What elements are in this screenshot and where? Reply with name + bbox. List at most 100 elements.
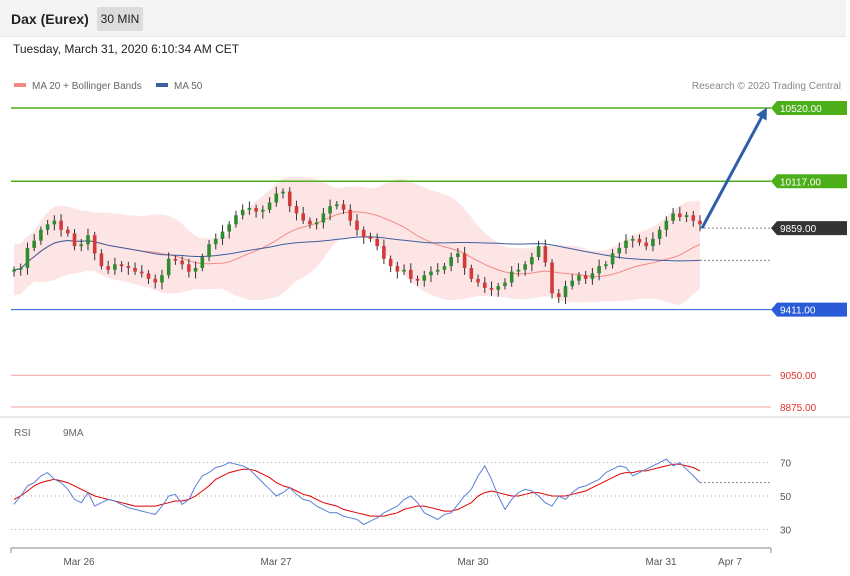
candle-body — [119, 264, 124, 267]
candle-body — [193, 267, 198, 272]
candle-body — [79, 244, 84, 247]
candle-body — [624, 240, 628, 248]
candle-body — [476, 278, 480, 283]
candle-body — [200, 257, 205, 268]
candle-body — [630, 238, 635, 241]
candle-body — [72, 233, 77, 247]
target-arrow-line — [700, 110, 767, 229]
bollinger-band — [14, 177, 700, 305]
candle-body — [503, 282, 507, 287]
level-tag-2 — [771, 221, 847, 236]
candle-body — [482, 282, 487, 288]
candle-body — [489, 287, 494, 290]
level-label-3: 9411.00 — [780, 306, 816, 317]
candle-body — [664, 220, 669, 230]
candle-body — [240, 209, 245, 216]
candle-body — [213, 238, 218, 245]
candle-body — [604, 264, 608, 267]
level-label-5: 8875.00 — [780, 403, 817, 414]
x-tick-label: Apr 7 — [718, 557, 742, 568]
x-tick-label: Mar 27 — [260, 557, 292, 568]
level-label-1: 10117.00 — [780, 177, 821, 188]
candle-body — [651, 238, 655, 247]
candle-body — [657, 229, 662, 239]
candle-body — [610, 253, 615, 265]
candle-body — [462, 253, 467, 268]
level-label-2: 9859.00 — [780, 224, 817, 235]
candle-body — [543, 246, 548, 263]
candle-body — [18, 267, 23, 270]
legend-9ma: 9MA — [63, 428, 84, 439]
candle-body — [422, 275, 427, 281]
candle-body — [590, 273, 595, 279]
ma50-line — [13, 236, 701, 271]
candle-body — [160, 275, 164, 283]
legend-ma20: MA 20 + Bollinger Bands — [14, 81, 142, 92]
target-arrow-head — [756, 107, 767, 121]
rsi-tick-70: 70 — [780, 459, 792, 470]
level-tag-0 — [771, 101, 847, 115]
candle-body — [281, 191, 285, 194]
candle-body — [597, 266, 601, 274]
legend-9ma-label: 9MA — [63, 428, 84, 439]
candle-body — [267, 202, 272, 210]
candle-body — [678, 213, 682, 218]
candle-body — [173, 258, 178, 261]
credit-text: Research © 2020 Trading Central — [691, 81, 841, 92]
x-tick-label: Mar 30 — [457, 557, 489, 568]
candle-body — [25, 247, 30, 268]
candle-body — [698, 220, 702, 225]
level-label-4: 9050.00 — [780, 371, 817, 382]
candle-body — [409, 269, 413, 279]
candle-body — [691, 215, 696, 221]
candle-body — [328, 206, 332, 214]
candle-body — [368, 237, 373, 239]
candle-body — [314, 222, 319, 225]
x-tick-label: Mar 31 — [645, 557, 677, 568]
candle-body — [32, 240, 36, 248]
candle-body — [59, 220, 63, 230]
candle-body — [536, 246, 541, 258]
candle-body — [530, 257, 534, 265]
candle-body — [617, 247, 622, 254]
candle-body — [395, 266, 400, 272]
candle-body — [577, 275, 581, 281]
legend-rsi: RSI — [14, 428, 31, 439]
candle-body — [274, 193, 279, 203]
candle-body — [301, 213, 305, 221]
candle-body — [684, 215, 689, 218]
candle-body — [671, 213, 675, 221]
candle-body — [355, 220, 359, 230]
candle-body — [469, 267, 474, 279]
candle-body — [86, 235, 90, 245]
candle-body — [644, 242, 648, 247]
candle-body — [234, 215, 238, 225]
candle-body — [106, 266, 110, 270]
rsi-line — [13, 458, 701, 526]
candle-body — [99, 253, 104, 267]
candle-body — [449, 257, 453, 267]
candle-body — [550, 262, 554, 294]
candle-body — [442, 266, 447, 270]
interval-button[interactable]: 30 MIN — [97, 7, 143, 31]
x-tick-label: Mar 26 — [63, 557, 95, 568]
candle-body — [637, 238, 642, 243]
candle-body — [335, 204, 339, 207]
candle-body — [261, 209, 265, 212]
candle-body — [375, 238, 379, 247]
candle-body — [66, 229, 70, 234]
candle-body — [39, 229, 43, 241]
timestamp: Tuesday, March 31, 2020 6:10:34 AM CET — [13, 42, 240, 56]
candle-body — [382, 246, 386, 259]
candle-body — [126, 266, 131, 268]
candle-body — [348, 209, 353, 221]
candle-body — [146, 273, 151, 279]
candle-body — [583, 275, 588, 279]
candle-body — [133, 267, 137, 272]
candle-body — [227, 224, 232, 232]
candle-body — [456, 253, 460, 258]
candle-body — [187, 264, 191, 272]
candle-body — [435, 269, 440, 272]
candle-body — [308, 220, 312, 225]
